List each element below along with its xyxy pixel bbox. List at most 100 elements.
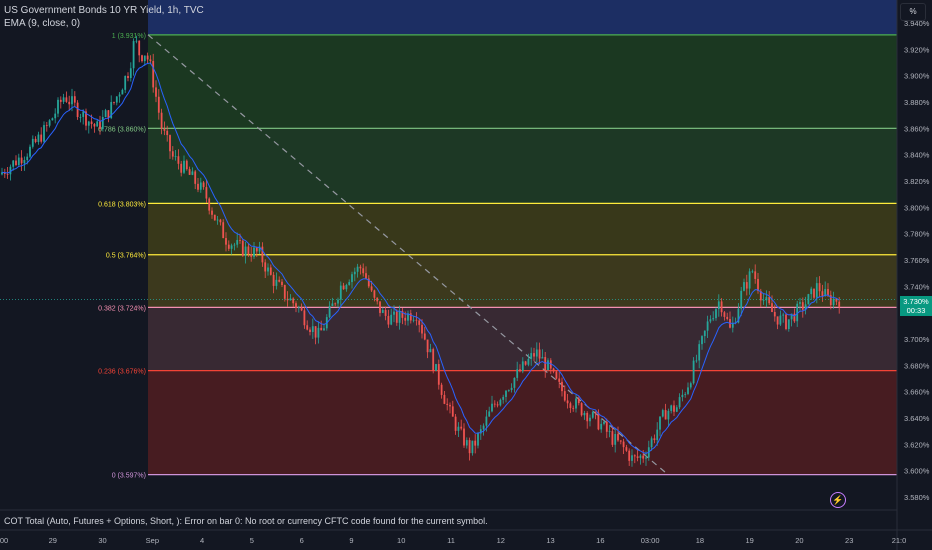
candle[interactable]	[17, 157, 20, 165]
candle[interactable]	[586, 412, 589, 422]
candle[interactable]	[393, 311, 395, 315]
candle[interactable]	[418, 320, 421, 325]
candle[interactable]	[76, 102, 79, 118]
candle[interactable]	[633, 455, 636, 457]
candle[interactable]	[757, 278, 759, 291]
candle[interactable]	[267, 267, 269, 272]
candle[interactable]	[227, 244, 230, 249]
candle[interactable]	[701, 336, 703, 345]
candle[interactable]	[289, 298, 292, 301]
candle[interactable]	[460, 426, 463, 429]
candle[interactable]	[751, 271, 754, 273]
candle[interactable]	[636, 456, 639, 458]
candle[interactable]	[423, 333, 426, 340]
candle[interactable]	[174, 156, 177, 158]
candle[interactable]	[600, 423, 603, 430]
candle[interactable]	[127, 76, 129, 79]
candle[interactable]	[113, 102, 115, 103]
candle[interactable]	[101, 116, 104, 130]
candle[interactable]	[782, 314, 785, 316]
candle[interactable]	[359, 266, 362, 269]
candle[interactable]	[353, 271, 356, 275]
candle[interactable]	[381, 310, 384, 313]
candle[interactable]	[3, 172, 6, 174]
candle[interactable]	[275, 279, 278, 286]
candle[interactable]	[653, 438, 656, 441]
candle[interactable]	[258, 246, 261, 252]
candle[interactable]	[449, 404, 451, 407]
candle[interactable]	[505, 390, 507, 397]
candle[interactable]	[297, 307, 300, 309]
candle[interactable]	[706, 321, 709, 331]
candle[interactable]	[31, 138, 34, 147]
ema-indicator-label[interactable]: EMA (9, close, 0)	[4, 18, 81, 29]
candle[interactable]	[443, 394, 446, 404]
candle[interactable]	[160, 112, 163, 129]
candle[interactable]	[57, 99, 59, 114]
candle[interactable]	[334, 303, 337, 305]
candle[interactable]	[566, 400, 569, 404]
candle[interactable]	[535, 349, 538, 357]
candle[interactable]	[421, 324, 423, 334]
candle[interactable]	[516, 369, 519, 378]
candle[interactable]	[152, 60, 155, 88]
candle[interactable]	[211, 210, 213, 215]
candle[interactable]	[538, 349, 541, 359]
candle[interactable]	[451, 406, 454, 417]
candle[interactable]	[194, 171, 197, 184]
candle[interactable]	[286, 298, 289, 301]
candle[interactable]	[743, 282, 745, 291]
candle[interactable]	[390, 314, 393, 325]
candle[interactable]	[34, 138, 37, 142]
candle[interactable]	[692, 360, 695, 384]
candle[interactable]	[463, 428, 465, 446]
candle[interactable]	[317, 327, 320, 338]
candle[interactable]	[118, 94, 121, 97]
candle[interactable]	[759, 290, 762, 301]
candle[interactable]	[45, 125, 48, 126]
candle[interactable]	[205, 187, 208, 199]
candle[interactable]	[362, 268, 365, 274]
candle[interactable]	[580, 403, 583, 416]
candle[interactable]	[622, 441, 625, 448]
candle[interactable]	[838, 301, 841, 308]
candle[interactable]	[659, 416, 661, 430]
candle[interactable]	[65, 97, 68, 102]
candle[interactable]	[272, 274, 275, 286]
candle[interactable]	[292, 298, 295, 304]
candle[interactable]	[141, 55, 143, 62]
candle[interactable]	[748, 271, 751, 289]
candle[interactable]	[603, 421, 605, 424]
candle[interactable]	[510, 387, 513, 390]
candle[interactable]	[426, 339, 429, 353]
candle[interactable]	[185, 160, 188, 170]
candle[interactable]	[107, 110, 110, 118]
candle[interactable]	[143, 55, 146, 62]
candle[interactable]	[387, 315, 390, 325]
candle[interactable]	[395, 311, 398, 323]
candle[interactable]	[216, 219, 219, 221]
candle[interactable]	[320, 327, 323, 331]
candle[interactable]	[583, 412, 586, 416]
candle[interactable]	[569, 403, 572, 408]
candle[interactable]	[331, 303, 334, 306]
candle[interactable]	[213, 214, 216, 221]
candle[interactable]	[499, 399, 502, 406]
candle[interactable]	[337, 299, 339, 304]
candle[interactable]	[815, 283, 818, 298]
candle[interactable]	[457, 426, 460, 431]
candle[interactable]	[199, 182, 202, 190]
price-scale[interactable]	[897, 0, 932, 550]
candle[interactable]	[619, 440, 622, 442]
candle[interactable]	[23, 160, 26, 164]
candle[interactable]	[146, 55, 149, 60]
candle[interactable]	[555, 371, 558, 379]
candle[interactable]	[323, 328, 325, 331]
lightning-icon[interactable]: ⚡	[830, 492, 846, 508]
candle[interactable]	[73, 96, 76, 103]
candle[interactable]	[614, 434, 617, 445]
candle[interactable]	[799, 302, 801, 304]
candle[interactable]	[639, 455, 642, 458]
candle[interactable]	[253, 247, 255, 257]
candle[interactable]	[687, 387, 689, 394]
